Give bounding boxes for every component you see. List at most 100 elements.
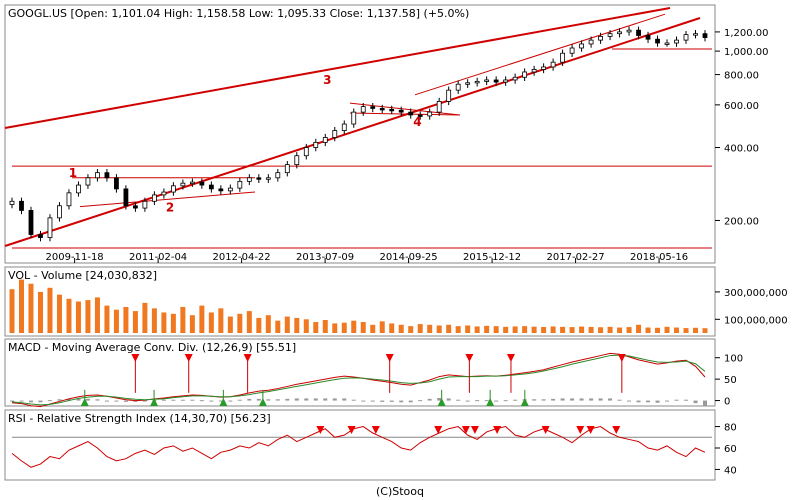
candle-body	[85, 177, 91, 186]
candle-body	[531, 69, 537, 73]
volume-bar	[303, 319, 309, 333]
candle-body	[57, 205, 62, 219]
candle-body	[436, 101, 442, 113]
candle-body	[560, 52, 566, 63]
candle-body	[579, 43, 584, 49]
macd-histogram-bar	[693, 400, 698, 404]
volume-bar	[655, 327, 661, 333]
volume-bar	[484, 325, 490, 333]
candle-body	[313, 141, 319, 148]
volume-bar	[674, 327, 680, 333]
volume-bar	[104, 305, 110, 333]
macd-histogram-bar	[608, 398, 613, 401]
date-tick-label: 2012-04-22	[213, 252, 271, 263]
volume-bar	[246, 311, 252, 333]
candle-body	[522, 71, 528, 78]
price-panel	[4, 4, 716, 264]
volume-tick-label: 300,000,000	[724, 288, 788, 299]
macd-histogram-bar	[85, 398, 90, 401]
candle-body	[617, 31, 622, 35]
candle-body	[332, 130, 338, 138]
macd-histogram-bar	[589, 398, 594, 401]
candle-body	[47, 217, 53, 238]
candle-body	[170, 185, 176, 193]
macd-histogram-bar	[256, 398, 261, 401]
macd-histogram-bar	[475, 400, 480, 402]
volume-bar	[351, 320, 357, 333]
macd-histogram-bar	[142, 400, 147, 402]
macd-series-line	[11, 354, 706, 406]
rsi-tick-label: 80	[724, 423, 737, 434]
candle-body	[123, 188, 129, 207]
price-tick-label: 200.00	[724, 216, 759, 227]
candle-body	[626, 29, 632, 33]
volume-bar	[465, 325, 471, 333]
volume-bar	[474, 326, 480, 333]
macd-histogram-bar	[703, 400, 707, 407]
volume-bar	[170, 313, 176, 333]
wedge-bottom-line	[349, 112, 461, 116]
macd-histogram-bar	[684, 399, 689, 401]
macd-panel	[4, 338, 716, 407]
candle-body	[645, 35, 651, 40]
volume-bar	[664, 326, 670, 333]
macd-histogram-bar	[646, 400, 651, 403]
candle-body	[655, 38, 660, 44]
macd-sell-marker	[385, 354, 394, 362]
rsi-signal-marker	[586, 426, 595, 434]
volume-layer: 100,000,000 300,000,000	[9, 279, 788, 333]
macd-histogram-bar	[228, 400, 233, 402]
macd-histogram-bar	[114, 400, 119, 402]
volume-bar	[199, 305, 205, 333]
date-tick-label: 2011-02-04	[129, 252, 187, 263]
triangle-bottom-line	[79, 191, 256, 208]
candle-body	[341, 123, 347, 131]
volume-bar	[607, 326, 613, 333]
candle-body	[379, 108, 385, 111]
candle-body	[114, 177, 119, 190]
candle-body	[351, 111, 357, 125]
macd-histogram-bar	[323, 398, 328, 401]
macd-histogram-bar	[665, 400, 670, 402]
volume-bar	[683, 328, 689, 333]
macd-histogram-bar	[532, 399, 537, 401]
volume-bar	[123, 306, 129, 333]
candle-body	[446, 89, 452, 102]
volume-bar	[503, 326, 509, 333]
candle-body	[702, 33, 708, 38]
candle-body	[208, 184, 214, 190]
volume-bar	[427, 324, 433, 333]
macd-histogram-bar	[133, 400, 138, 402]
candle-body	[275, 172, 281, 179]
volume-bar	[313, 322, 319, 333]
volume-bar	[18, 279, 24, 333]
macd-histogram-bar	[598, 398, 603, 401]
macd-tick-label: 0	[724, 397, 730, 408]
macd-histogram-bar	[294, 398, 299, 401]
volume-bar	[569, 327, 575, 333]
volume-bar	[227, 316, 233, 333]
trend-channel-top-line	[414, 13, 666, 96]
price-tick-label: 1,200.00	[724, 28, 769, 39]
macd-sell-marker	[131, 354, 140, 362]
candle-body	[474, 80, 480, 84]
macd-layer: 0 50 100	[10, 352, 743, 408]
volume-bar	[389, 323, 395, 333]
volume-bar	[360, 322, 366, 333]
volume-bar	[560, 326, 566, 333]
macd-histogram-bar	[161, 399, 166, 401]
macd-histogram-bar	[247, 398, 252, 401]
pattern-label: 4	[413, 115, 421, 129]
volume-bar	[85, 300, 91, 333]
candle-body	[493, 79, 499, 83]
macd-histogram-bar	[285, 398, 290, 401]
macd-sell-marker	[506, 354, 515, 362]
macd-title: MACD - Moving Average Conv. Div. (12,26,…	[8, 341, 296, 354]
macd-histogram-bar	[484, 400, 489, 402]
rsi-signal-marker	[541, 426, 550, 434]
candle-body	[246, 177, 252, 182]
volume-bar	[645, 327, 651, 333]
rsi-signal-marker	[316, 426, 325, 434]
candle-body	[199, 181, 205, 186]
